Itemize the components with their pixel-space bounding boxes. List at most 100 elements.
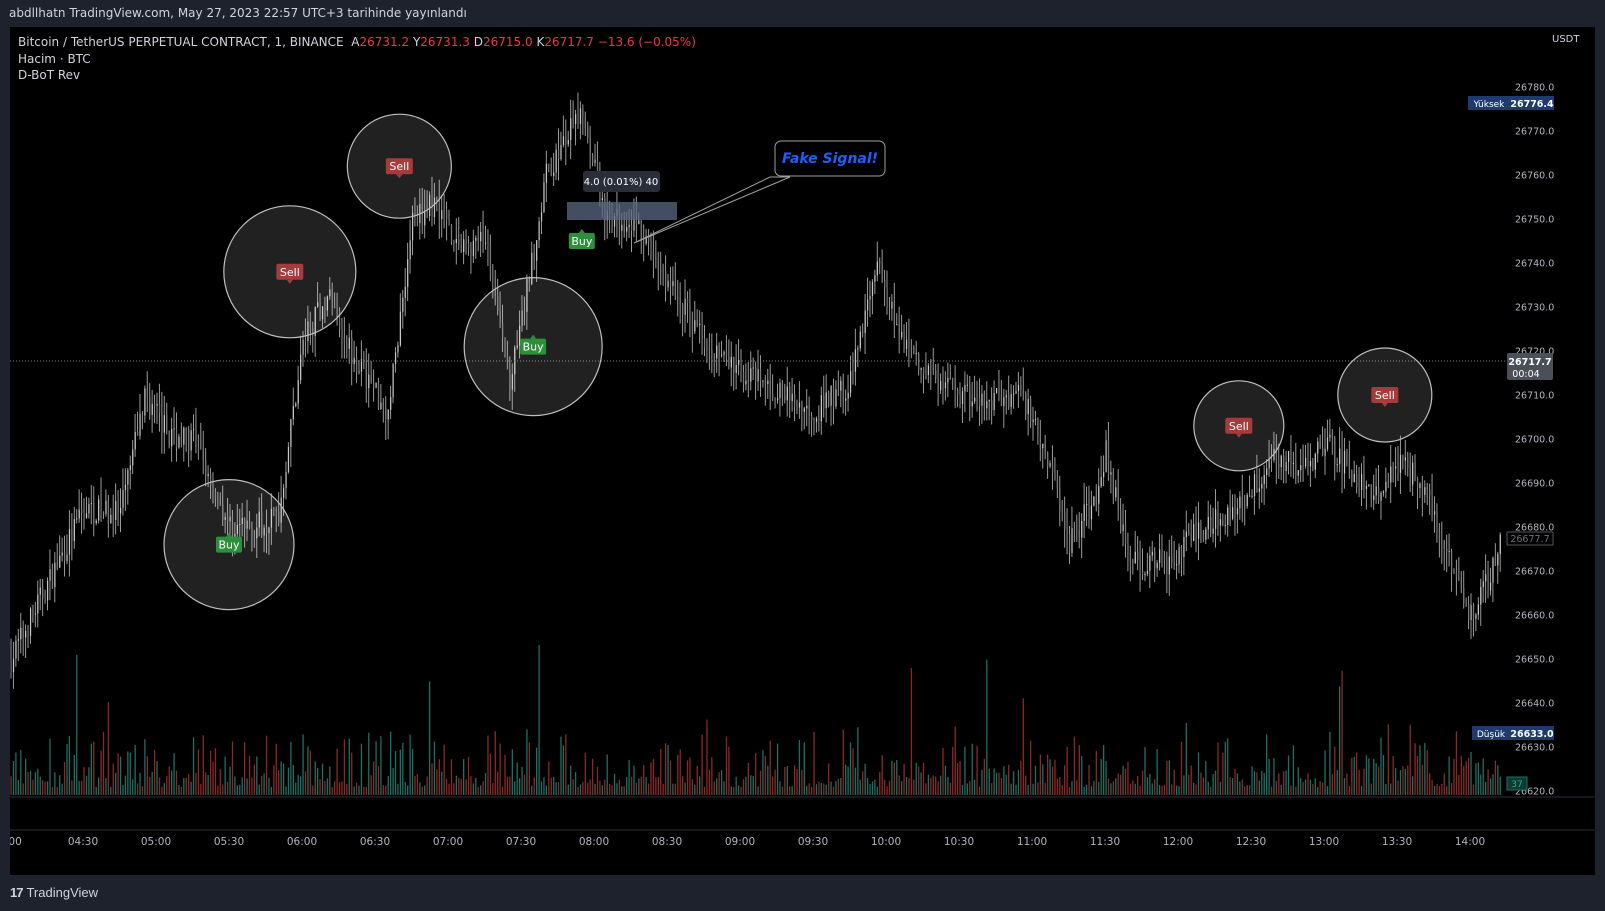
tradingview-logo-icon: 17 — [10, 885, 24, 900]
volume-bar — [954, 726, 956, 795]
volume-bar — [1266, 734, 1268, 795]
volume-bar — [1443, 773, 1445, 795]
volume-bar — [998, 772, 1000, 795]
volume-bar — [346, 784, 348, 795]
volume-bar — [151, 771, 153, 795]
candle-body — [1236, 508, 1239, 515]
candle-body — [957, 388, 959, 395]
candle-body — [1416, 476, 1419, 489]
volume-bar — [776, 743, 779, 795]
candle-body — [531, 252, 533, 285]
last-price-badge — [1507, 353, 1553, 380]
volume-bar — [874, 779, 876, 795]
volume-bar — [107, 702, 110, 795]
candle-body — [543, 182, 545, 213]
volume-bar — [117, 753, 119, 795]
candle-body — [920, 368, 922, 370]
candle-body — [1056, 479, 1059, 489]
candle-body — [881, 263, 883, 280]
candle-body — [993, 393, 995, 411]
candle-body — [467, 243, 470, 248]
volume-bar — [1168, 760, 1170, 795]
candle-body — [976, 397, 978, 399]
volume-bar — [1424, 742, 1426, 795]
volume-bar — [969, 780, 971, 795]
candle-body — [307, 321, 309, 342]
candle-body — [689, 303, 691, 322]
volume-bar — [475, 777, 477, 795]
volume-bar — [1431, 780, 1433, 795]
candle-body — [219, 500, 221, 505]
candle-body — [317, 302, 319, 307]
candle-body — [536, 240, 538, 261]
candle-body — [1232, 507, 1234, 519]
volume-bar — [387, 775, 389, 795]
volume-bar — [465, 779, 467, 795]
footer-bar: 17 TradingView — [0, 875, 1605, 911]
tradingview-logo[interactable]: 17 TradingView — [10, 885, 98, 900]
candle-body — [115, 501, 117, 520]
fake-signal-callout[interactable] — [774, 140, 886, 177]
candle-body — [49, 569, 51, 581]
candle-body — [716, 345, 718, 359]
candle-body — [533, 252, 535, 261]
candle-body — [207, 473, 209, 477]
volume-bar — [68, 735, 71, 795]
volume-bar — [80, 780, 83, 795]
volume-bar — [1061, 784, 1063, 795]
volume-bar — [1059, 776, 1061, 795]
volume-bar — [991, 783, 993, 795]
candle-body — [1465, 603, 1467, 605]
bot-indicator-title[interactable]: D-BoT Rev — [18, 68, 81, 82]
candle-body — [538, 221, 540, 241]
volume-bar — [1463, 766, 1465, 795]
volume-bar — [1217, 742, 1219, 795]
candle-body — [1163, 555, 1166, 561]
candle-body — [1492, 557, 1494, 583]
volume-bar — [375, 741, 377, 795]
candle-body — [341, 329, 343, 338]
price-chart[interactable]: 4.0 (0.01%) 40 Fake Signal! BuySellSellB… — [10, 27, 1595, 875]
candle-body — [399, 311, 402, 346]
candle-body — [1025, 392, 1027, 415]
volume-indicator-title[interactable]: Hacim · BTC — [18, 51, 91, 66]
candle-body — [44, 598, 46, 601]
volume-bar — [1139, 785, 1141, 795]
volume-bar — [1095, 750, 1097, 795]
volume-bar — [441, 771, 443, 795]
volume-bar — [1008, 764, 1010, 795]
volume-bar — [976, 745, 978, 795]
volume-bar — [830, 781, 832, 795]
candle-body — [112, 514, 114, 520]
volume-bar — [599, 780, 601, 795]
candle-body — [954, 380, 956, 389]
volume-bar — [733, 786, 735, 795]
low-label-bg — [1472, 726, 1510, 740]
candle-body — [68, 529, 71, 555]
candle-body — [942, 381, 944, 389]
candle-body — [263, 527, 265, 536]
volume-bar — [1185, 722, 1187, 795]
chart-frame[interactable]: 4.0 (0.01%) 40 Fake Signal! Buy Sell Sell B… — [10, 27, 1595, 875]
volume-bar — [927, 774, 930, 795]
candle-body — [397, 345, 399, 353]
volume-bar — [173, 753, 175, 795]
candle-body — [869, 295, 871, 300]
candle-body — [579, 108, 582, 124]
candle-body — [1297, 470, 1299, 476]
volume-bar — [531, 785, 533, 795]
volume-bar — [1390, 783, 1392, 795]
volume-bar — [1429, 773, 1431, 795]
volume-bar — [1314, 778, 1316, 795]
volume-bar — [244, 742, 246, 795]
symbol-row: Bitcoin / TetherUS PERPETUAL CONTRACT, 1… — [18, 34, 696, 51]
volume-bar — [645, 777, 647, 795]
volume-bar — [59, 775, 61, 795]
candle-body — [694, 320, 696, 332]
volume-bar — [905, 776, 908, 795]
candle-body — [718, 345, 720, 356]
volume-bar — [961, 784, 964, 795]
price-tick-label: 26680.0 — [1515, 523, 1554, 534]
volume-bar — [207, 774, 209, 795]
volume-bar — [1343, 777, 1346, 795]
